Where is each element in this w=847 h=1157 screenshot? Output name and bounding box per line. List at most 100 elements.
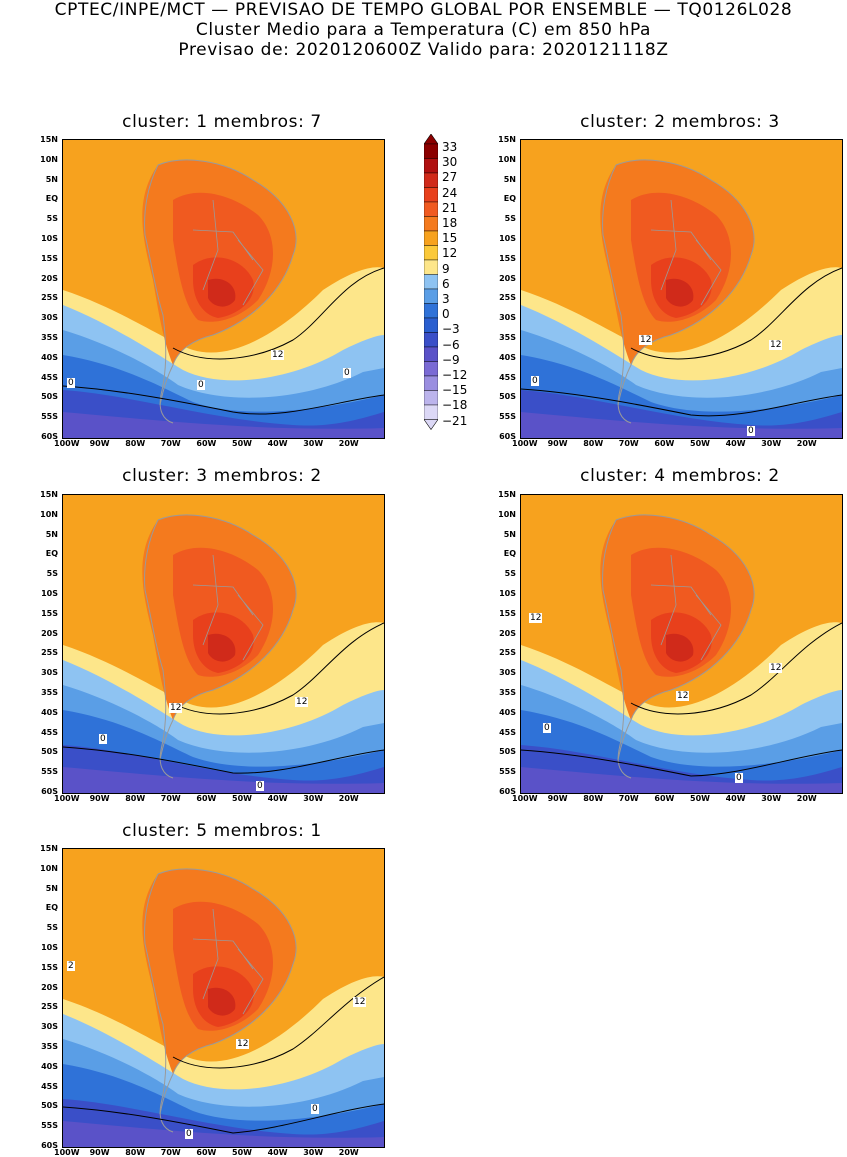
lat-tick-label: 20S [499, 273, 516, 283]
lat-tick-label: 10S [41, 943, 58, 952]
lat-tick-label: 45S [499, 727, 516, 737]
contour-label: 0 [735, 773, 743, 783]
lon-tick-label: 90W [547, 439, 568, 448]
lat-tick-label: 50S [41, 1101, 58, 1111]
lat-tick-label: 25S [41, 648, 58, 658]
contour-label: 12 [295, 697, 309, 707]
lat-tick-label: 10N [498, 509, 516, 519]
lat-tick-label: 30S [499, 668, 516, 678]
contour-label: 12 [769, 663, 783, 673]
contour-label: 0 [311, 1104, 319, 1114]
colorbar-label: −9 [442, 352, 460, 367]
panel-title: cluster: 3 membros: 2 [122, 466, 322, 486]
lat-tick-label: 60S [41, 787, 58, 796]
lon-tick-label: 40W [267, 439, 288, 448]
colorbar-label: −21 [442, 413, 468, 428]
colorbar-label: 18 [442, 216, 458, 230]
contour-label: 12 [271, 350, 285, 360]
lon-tick-label: 30W [303, 439, 324, 448]
lat-tick-label: 35S [499, 333, 516, 342]
lon-tick-label: 20W [338, 1148, 359, 1157]
map-panel: 12 0 0 0 [62, 139, 385, 439]
contour-label: 0 [531, 376, 539, 386]
lat-tick-label: 5N [45, 529, 58, 539]
lat-tick-label: 45S [41, 372, 58, 382]
lat-tick-label: EQ [45, 549, 58, 559]
lat-tick-label: 60S [41, 432, 58, 441]
lat-tick-label: 15N [40, 490, 58, 499]
lat-tick-label: 5S [504, 569, 516, 579]
lat-tick-label: 35S [41, 333, 58, 342]
lat-tick-label: 30S [41, 313, 58, 323]
lat-tick-label: 55S [41, 767, 58, 777]
colorbar-label: −15 [442, 383, 468, 398]
lat-tick-label: 5S [504, 214, 516, 224]
header-line-3: Previsao de: 2020120600Z Valido para: 20… [178, 40, 669, 60]
panel-title: cluster: 5 membros: 1 [122, 821, 322, 841]
lat-tick-label: 55S [499, 767, 516, 777]
colorbar-label: 0 [442, 307, 450, 322]
lon-tick-label: 60W [196, 1148, 217, 1157]
contour-label: 0 [256, 781, 264, 791]
lat-tick-label: 30S [41, 1022, 58, 1032]
lon-tick-label: 50W [232, 794, 252, 803]
contour-label: 0 [185, 1129, 193, 1139]
lon-tick-label: 50W [690, 794, 710, 803]
lon-tick-label: 50W [690, 439, 710, 448]
contour-label: 0 [343, 368, 351, 378]
lon-tick-label: 30W [303, 1148, 324, 1157]
contour-label: 12 [769, 340, 783, 350]
lat-tick-label: 10N [498, 154, 516, 164]
lon-tick-label: 100W [54, 794, 80, 803]
lat-tick-label: 25S [499, 648, 516, 658]
lat-tick-label: 10S [41, 234, 58, 243]
lon-tick-label: 90W [547, 794, 568, 803]
lon-tick-label: 90W [89, 439, 110, 448]
lat-tick-label: 50S [499, 747, 516, 757]
lat-tick-label: 60S [499, 432, 516, 441]
colorbar-label: 24 [442, 185, 458, 200]
lat-tick-label: 25S [41, 293, 58, 303]
lon-tick-label: 50W [232, 1148, 252, 1157]
lon-tick-label: 30W [303, 794, 324, 803]
colorbar-swatches [424, 134, 438, 430]
header-line-1: CPTEC/INPE/MCT — PREVISAO DE TEMPO GLOBA… [54, 0, 793, 20]
lat-tick-label: 55S [41, 412, 58, 422]
header-line-2: Cluster Medio para a Temperatura (C) em … [195, 20, 652, 40]
lat-tick-label: 15S [499, 608, 516, 618]
lat-tick-label: EQ [45, 903, 58, 913]
lon-tick-label: 80W [125, 439, 146, 448]
lat-tick-label: 15S [41, 253, 58, 263]
colorbar: 33 30 27 24 21 18 15 12 9 6 3 0 −3 −6 −9 −12 −15 −18 −21 [424, 134, 484, 444]
lat-tick-label: 40S [41, 707, 58, 717]
lat-tick-label: 10N [40, 509, 58, 519]
lat-tick-label: 45S [41, 1081, 58, 1091]
colorbar-label: 27 [442, 170, 458, 185]
colorbar-label: 21 [442, 200, 458, 215]
lon-tick-label: 100W [512, 794, 538, 803]
lon-tick-label: 70W [160, 439, 181, 448]
lon-tick-label: 100W [54, 439, 80, 448]
lon-tick-label: 30W [761, 439, 782, 448]
contour-label: 12 [353, 997, 367, 1007]
lat-tick-label: 40S [41, 1061, 58, 1071]
lon-tick-label: 100W [54, 1148, 80, 1157]
lat-tick-label: 30S [41, 668, 58, 678]
lon-tick-label: 80W [125, 794, 146, 803]
lat-tick-label: 10N [40, 154, 58, 164]
lat-tick-label: 45S [499, 372, 516, 382]
map-panel: 12 12 0 0 [520, 139, 843, 439]
map-panel: 12 12 2 0 0 [62, 848, 385, 1148]
lat-tick-label: 50S [41, 392, 58, 402]
lat-tick-label: 15S [499, 253, 516, 263]
lon-tick-label: 60W [196, 794, 217, 803]
lat-tick-label: 25S [499, 293, 516, 303]
lon-tick-label: 40W [267, 794, 288, 803]
contour-label: 12 [676, 691, 690, 701]
lat-tick-label: 20S [499, 628, 516, 638]
colorbar-label: −12 [442, 368, 468, 382]
contour-label: 12 [529, 613, 543, 623]
lon-tick-label: 60W [196, 439, 217, 448]
lon-tick-label: 40W [267, 1148, 288, 1157]
lat-tick-label: 10S [499, 589, 516, 598]
